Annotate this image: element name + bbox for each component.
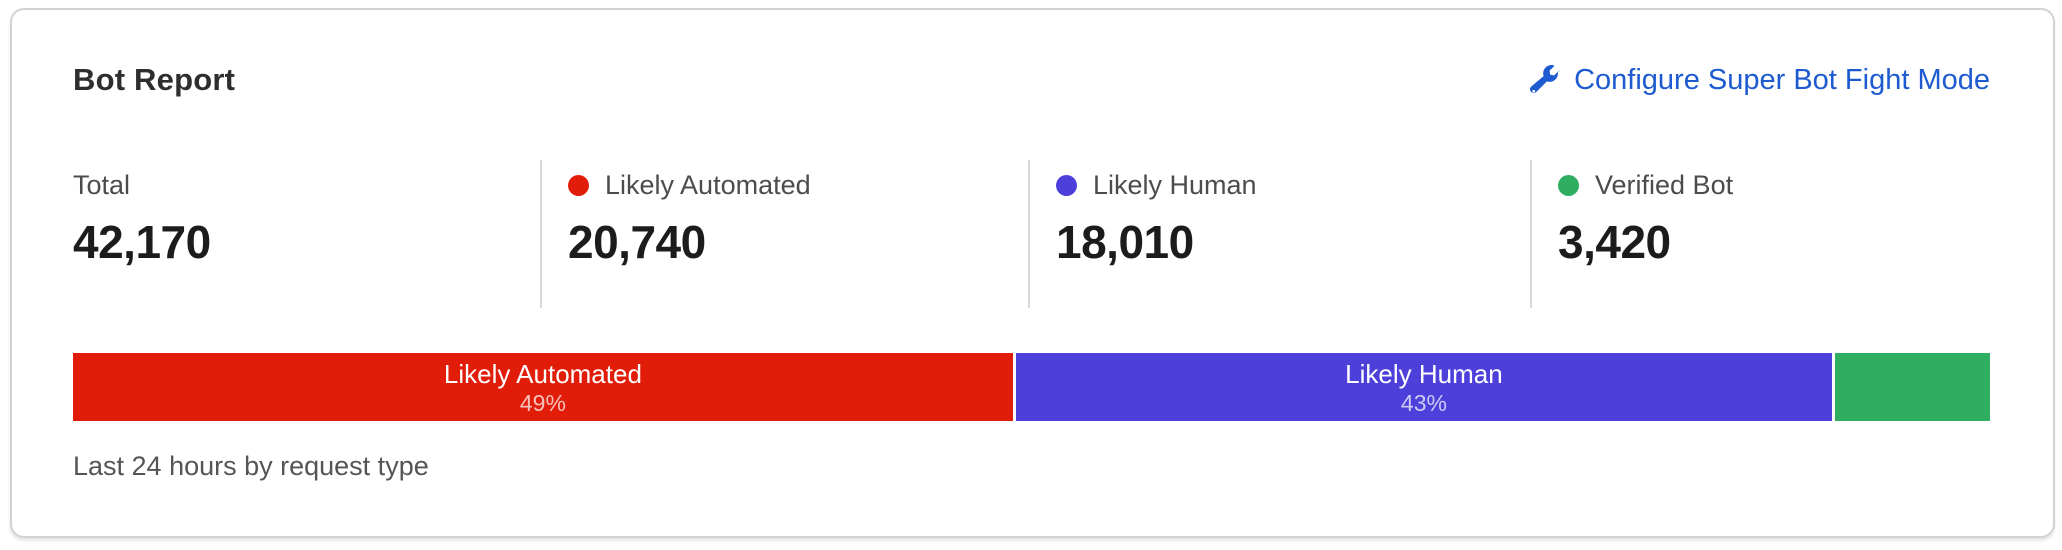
stat-total-value: 42,170 xyxy=(73,216,211,268)
stat-likely-human-label: Likely Human xyxy=(1093,170,1257,200)
bar-segment-likely-human-percent: 43% xyxy=(1400,390,1447,416)
bar-segment-verified-bot xyxy=(1835,353,1990,421)
bar-segment-likely-automated-label: Likely Automated xyxy=(443,359,642,389)
card-header: Bot Report Configure Super Bot Fight Mod… xyxy=(73,62,1990,98)
chart-caption: Last 24 hours by request type xyxy=(73,451,429,481)
stat-likely-human-value: 18,010 xyxy=(1056,216,1194,268)
configure-link-label: Configure Super Bot Fight Mode xyxy=(1574,63,1990,96)
configure-super-bot-fight-mode-link[interactable]: Configure Super Bot Fight Mode xyxy=(1530,64,1990,97)
verified-bot-dot-icon xyxy=(1558,175,1579,196)
wrench-icon xyxy=(1530,65,1560,95)
stats-row: Total 42,170 Likely Automated 20,740 Lik… xyxy=(73,160,1990,308)
stat-total: Total 42,170 xyxy=(73,160,540,308)
request-type-stacked-bar: Likely Automated 49% Likely Human 43% xyxy=(73,353,1990,421)
bot-report-card: Bot Report Configure Super Bot Fight Mod… xyxy=(10,8,2055,538)
likely-automated-dot-icon xyxy=(568,175,589,196)
stat-verified-bot-label: Verified Bot xyxy=(1595,170,1734,200)
bar-segment-likely-automated: Likely Automated 49% xyxy=(73,353,1013,421)
bar-segment-likely-human-label: Likely Human xyxy=(1345,359,1503,389)
likely-human-dot-icon xyxy=(1056,175,1077,196)
stat-likely-human: Likely Human 18,010 xyxy=(1028,160,1530,308)
stat-verified-bot: Verified Bot 3,420 xyxy=(1530,160,1990,308)
bar-segment-likely-human: Likely Human 43% xyxy=(1015,353,1833,421)
bar-segment-likely-automated-percent: 49% xyxy=(519,390,566,416)
stat-total-label: Total xyxy=(73,170,131,200)
card-title: Bot Report xyxy=(73,62,236,97)
stat-verified-bot-value: 3,420 xyxy=(1558,216,1671,268)
stat-likely-automated-value: 20,740 xyxy=(568,216,706,268)
stat-likely-automated: Likely Automated 20,740 xyxy=(540,160,1028,308)
stat-likely-automated-label: Likely Automated xyxy=(605,170,811,200)
